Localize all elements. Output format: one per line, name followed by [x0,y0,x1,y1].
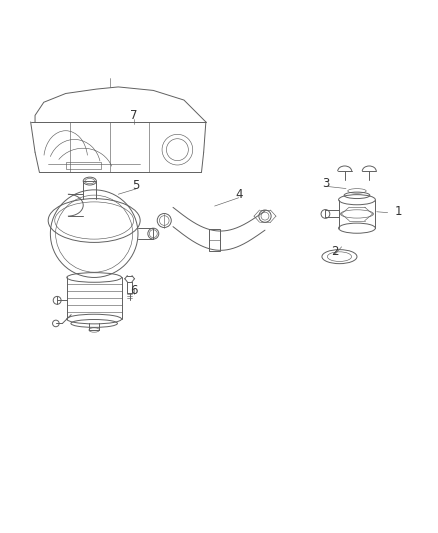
Bar [209,229,219,251]
Text: 4: 4 [235,188,243,201]
Bar [66,162,101,169]
Text: 5: 5 [132,179,139,192]
Text: 1: 1 [395,205,403,218]
Text: 6: 6 [130,284,138,297]
Text: 7: 7 [130,109,138,122]
Text: 2: 2 [331,245,339,257]
Text: 3: 3 [323,177,330,190]
